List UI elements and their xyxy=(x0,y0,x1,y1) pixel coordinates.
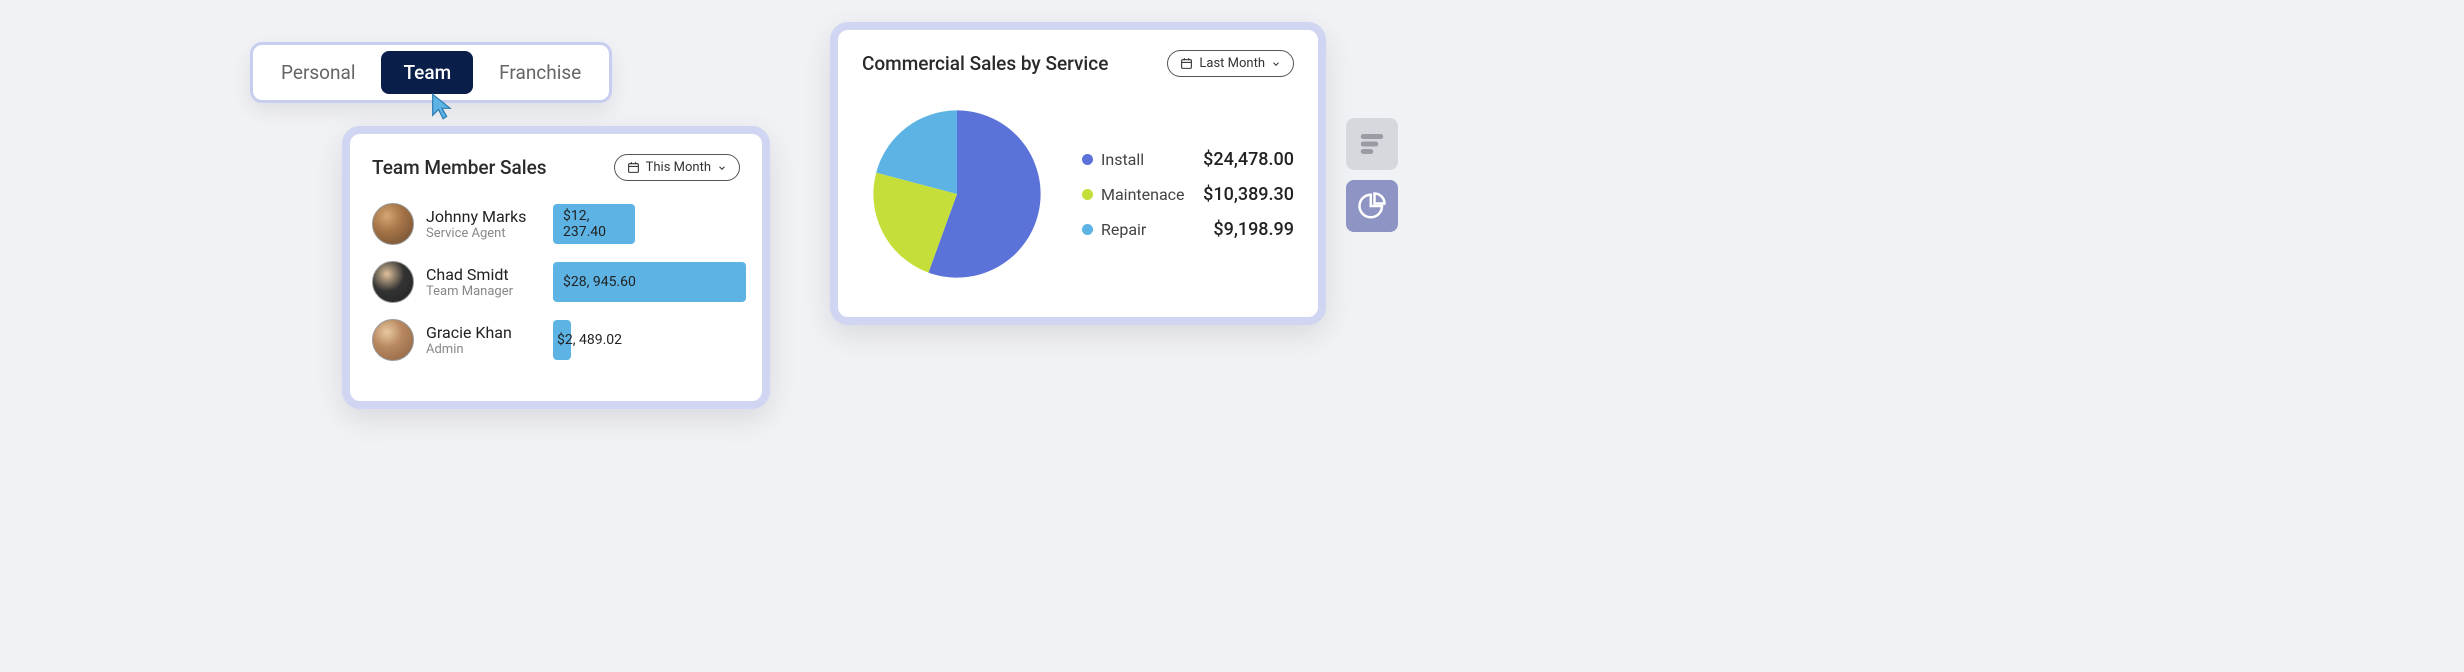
chart-type-toggle xyxy=(1346,118,1398,232)
chevron-down-icon xyxy=(1271,59,1281,69)
team-card-header: Team Member Sales This Month xyxy=(372,154,740,181)
legend-value: $9,198.99 xyxy=(1213,219,1294,240)
team-period-selector[interactable]: This Month xyxy=(614,154,740,181)
member-name: Johnny Marks xyxy=(426,207,541,226)
bar-chart-icon xyxy=(1357,129,1387,159)
member-role: Team Manager xyxy=(426,284,541,299)
sales-value: $2, 489.02 xyxy=(557,320,622,360)
member-role: Service Agent xyxy=(426,226,541,241)
chevron-down-icon xyxy=(717,163,727,173)
pie-chart-icon xyxy=(1357,191,1387,221)
legend-row: Repair $9,198.99 xyxy=(1082,219,1294,240)
legend-label: Install xyxy=(1101,150,1144,169)
legend-row: Maintenace $10,389.30 xyxy=(1082,184,1294,205)
pie-period-label: Last Month xyxy=(1199,56,1265,71)
legend-left: Maintenace xyxy=(1082,185,1185,204)
avatar xyxy=(372,261,414,303)
member-info: Chad SmidtTeam Manager xyxy=(426,265,541,299)
calendar-icon xyxy=(627,161,640,174)
bar-wrap: $28, 945.60 xyxy=(553,262,746,302)
pie-card-title: Commercial Sales by Service xyxy=(862,52,1108,75)
member-info: Johnny MarksService Agent xyxy=(426,207,541,241)
tab-team[interactable]: Team xyxy=(381,51,473,94)
member-row: Gracie KhanAdmin $2, 489.02 xyxy=(372,319,740,361)
legend-label: Maintenace xyxy=(1101,185,1185,204)
avatar xyxy=(372,319,414,361)
calendar-icon xyxy=(1180,57,1193,70)
legend-row: Install $24,478.00 xyxy=(1082,149,1294,170)
pie-body: Install $24,478.00 Maintenace $10,389.30… xyxy=(862,99,1294,289)
pie-period-selector[interactable]: Last Month xyxy=(1167,50,1294,77)
sales-bar: $12, 237.40 xyxy=(553,204,635,244)
legend-left: Repair xyxy=(1082,220,1146,239)
legend-dot xyxy=(1082,189,1093,200)
legend-left: Install xyxy=(1082,150,1144,169)
member-info: Gracie KhanAdmin xyxy=(426,323,541,357)
legend-dot xyxy=(1082,224,1093,235)
team-sales-card: Team Member Sales This Month Johnny Mark… xyxy=(342,126,770,409)
avatar xyxy=(372,203,414,245)
team-card-title: Team Member Sales xyxy=(372,156,547,179)
commercial-sales-card: Commercial Sales by Service Last Month I… xyxy=(830,22,1326,325)
member-role: Admin xyxy=(426,342,541,357)
cursor-icon xyxy=(428,92,456,120)
member-row: Chad SmidtTeam Manager$28, 945.60 xyxy=(372,261,740,303)
member-name: Chad Smidt xyxy=(426,265,541,284)
bar-chart-button[interactable] xyxy=(1346,118,1398,170)
pie-chart-button[interactable] xyxy=(1346,180,1398,232)
legend-value: $10,389.30 xyxy=(1203,184,1294,205)
legend-value: $24,478.00 xyxy=(1203,149,1294,170)
bar-wrap: $2, 489.02 xyxy=(553,320,740,360)
tab-franchise[interactable]: Franchise xyxy=(477,51,603,94)
tab-personal[interactable]: Personal xyxy=(259,51,377,94)
team-period-label: This Month xyxy=(646,160,711,175)
bar-wrap: $12, 237.40 xyxy=(553,204,740,244)
pie-legend: Install $24,478.00 Maintenace $10,389.30… xyxy=(1082,149,1294,240)
team-members-list: Johnny MarksService Agent $12, 237.40 Chad… xyxy=(372,203,740,361)
legend-label: Repair xyxy=(1101,220,1146,239)
pie-chart xyxy=(827,64,1087,324)
sales-bar: $28, 945.60 xyxy=(553,262,746,302)
member-name: Gracie Khan xyxy=(426,323,541,342)
member-row: Johnny MarksService Agent $12, 237.40 xyxy=(372,203,740,245)
